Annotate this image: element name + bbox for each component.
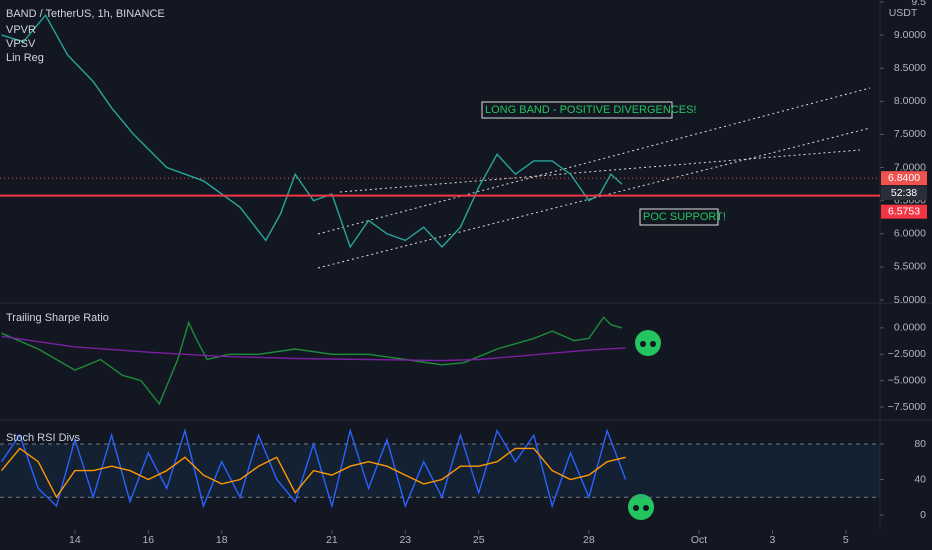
countdown-box bbox=[881, 186, 927, 201]
x-tick-label: 21 bbox=[326, 534, 338, 546]
price-box bbox=[881, 171, 927, 186]
price-box bbox=[881, 204, 927, 219]
x-tick-label: 28 bbox=[583, 534, 595, 546]
series-line bbox=[1, 335, 626, 362]
y-tick-label: 9.5 bbox=[911, 0, 926, 8]
y-tick-label: 6.0000 bbox=[894, 228, 926, 240]
indicator-label: VPVR bbox=[6, 24, 36, 36]
indicator-label: Lin Reg bbox=[6, 52, 44, 64]
y-tick-label: 80 bbox=[914, 438, 926, 450]
series-line bbox=[0, 447, 626, 499]
y-tick-label: 9.0000 bbox=[894, 29, 926, 41]
countdown-label: 52:38 bbox=[891, 187, 917, 199]
pane-title: Trailing Sharpe Ratio bbox=[6, 312, 109, 324]
y-tick-label: 7.0000 bbox=[894, 161, 926, 173]
x-tick-label: 18 bbox=[216, 534, 228, 546]
y-tick-label: 0.0000 bbox=[894, 322, 926, 334]
ghost-icon bbox=[628, 494, 654, 520]
band-fill bbox=[0, 443, 880, 498]
y-tick-label: 5.5000 bbox=[894, 261, 926, 273]
poc-label: 6.5753 bbox=[888, 205, 920, 217]
x-tick-label: 5 bbox=[843, 534, 849, 546]
y-tick-label: 0 bbox=[920, 509, 926, 521]
y-tick-label: −7.5000 bbox=[888, 401, 926, 413]
annotation-box bbox=[481, 101, 673, 119]
ghost-icon bbox=[635, 330, 661, 356]
series-line bbox=[1, 13, 623, 249]
pane-title: Stoch RSI Divs bbox=[6, 432, 80, 444]
x-tick-label: 14 bbox=[69, 534, 81, 546]
current-price-label: 6.8400 bbox=[888, 172, 920, 184]
series-line bbox=[0, 428, 627, 509]
trend-line bbox=[339, 149, 861, 193]
unit-label: USDT bbox=[889, 7, 918, 19]
pane-title: BAND / TetherUS, 1h, BINANCE bbox=[6, 8, 165, 20]
x-tick-label: 16 bbox=[142, 534, 154, 546]
annotation: POC SUPPORT! bbox=[643, 211, 726, 223]
y-tick-label: −5.0000 bbox=[888, 374, 926, 386]
y-tick-label: 8.5000 bbox=[894, 62, 926, 74]
y-tick-label: 40 bbox=[914, 473, 926, 485]
annotation-box bbox=[639, 208, 719, 226]
trend-line bbox=[317, 87, 871, 235]
y-tick-label: 7.5000 bbox=[894, 128, 926, 140]
indicator-label: VPSV bbox=[6, 38, 36, 50]
series-line bbox=[1, 316, 623, 406]
y-tick-label: 8.0000 bbox=[894, 95, 926, 107]
x-tick-label: 23 bbox=[399, 534, 411, 546]
x-tick-label: Oct bbox=[691, 534, 707, 546]
x-tick-label: 3 bbox=[770, 534, 776, 546]
annotation: LONG BAND - POSITIVE DIVERGENCES! bbox=[485, 104, 697, 116]
y-tick-label: 5.0000 bbox=[894, 294, 926, 306]
x-tick-label: 25 bbox=[473, 534, 485, 546]
y-tick-label: −2.5000 bbox=[888, 348, 926, 360]
